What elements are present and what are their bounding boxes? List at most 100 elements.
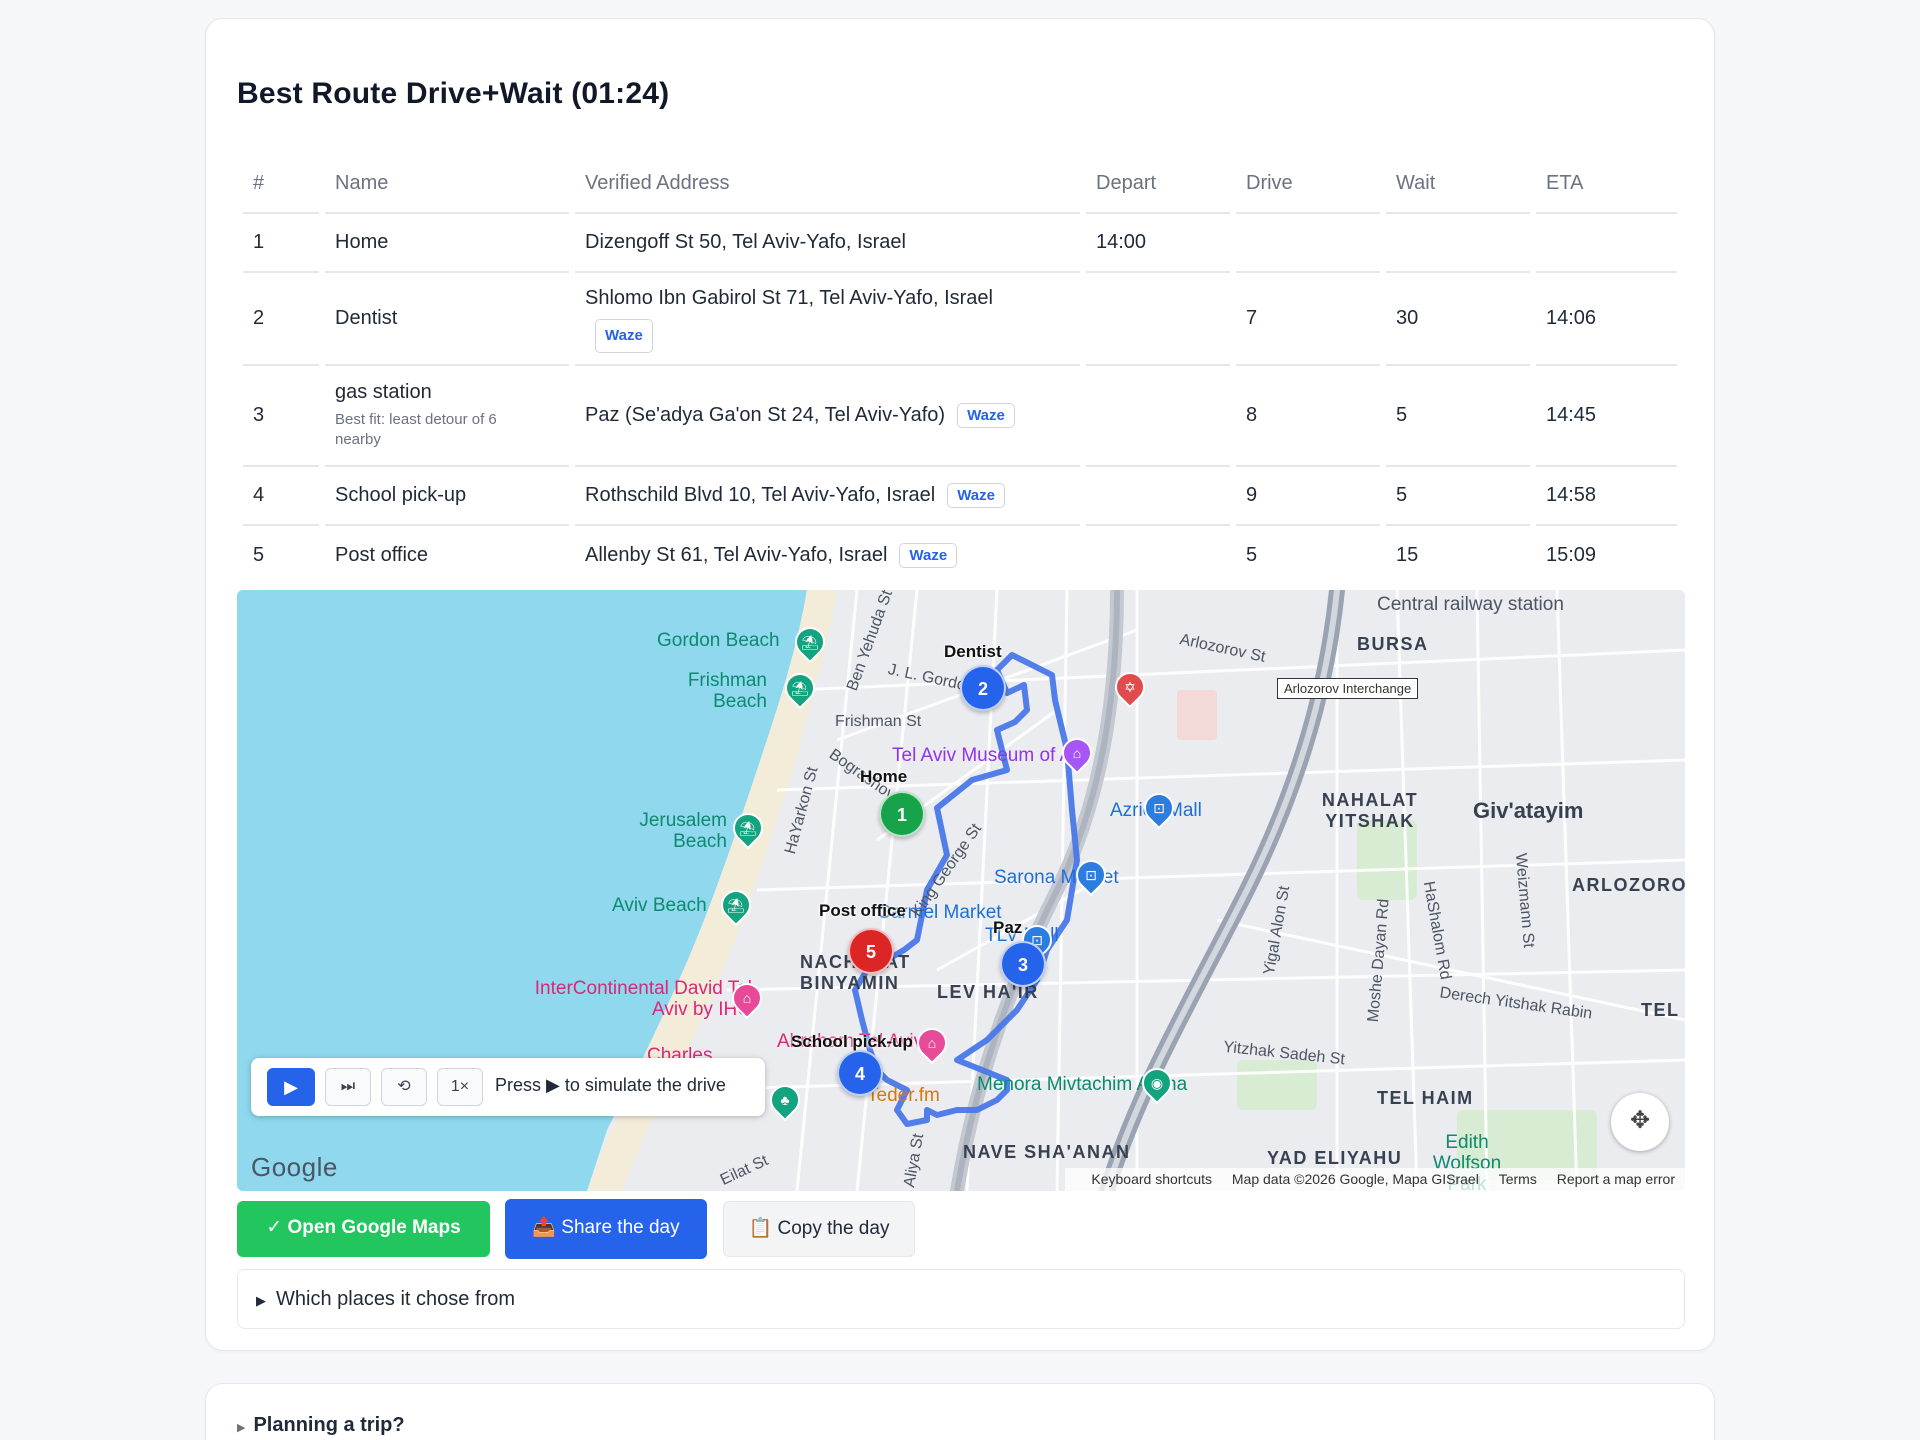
waze-link[interactable]: Waze [595, 318, 653, 353]
col-depart-header: Depart [1086, 154, 1230, 214]
stop-depart [1086, 526, 1230, 585]
stop-drive: 9 [1236, 467, 1380, 526]
skip-button[interactable]: ⏭ [325, 1068, 371, 1106]
stop-drive: 8 [1236, 366, 1380, 467]
stop-wait: 30 [1386, 273, 1530, 366]
stop-number: 1 [243, 214, 319, 273]
waze-link[interactable]: Waze [957, 403, 1015, 428]
terms-link[interactable]: Terms [1498, 1171, 1537, 1187]
stop-address-cell: Rothschild Blvd 10, Tel Aviv-Yafo, Israe… [575, 467, 1080, 526]
stop-marker-4[interactable]: 4 [837, 1050, 883, 1096]
stop-drive [1236, 214, 1380, 273]
stop-eta: 14:45 [1536, 366, 1677, 467]
stop-marker-2[interactable]: 2 [960, 665, 1006, 711]
google-logo: Google [251, 1152, 338, 1182]
stop-drive: 7 [1236, 273, 1380, 366]
map-label-tel: TEL [1641, 1000, 1680, 1020]
speed-button[interactable]: 1× [437, 1068, 483, 1106]
stop-name: Dentist [325, 273, 569, 366]
col-drive-header: Drive [1236, 154, 1380, 214]
map-label-menora: Menora Mivtachim Arena [977, 1074, 1188, 1095]
table-row: 3 gas station Best fit: least detour of … [243, 366, 1677, 467]
waze-link[interactable]: Waze [947, 483, 1005, 508]
report-error-link[interactable]: Report a map error [1556, 1171, 1675, 1187]
map-label-intercontinental: InterContinental David Tel Aviv by IHG [534, 978, 752, 1020]
map-label-nahalat: NAHALAT YITSHAK [1321, 790, 1419, 831]
planning-card: ▶ Planning a trip? [205, 1383, 1715, 1440]
stop-address: Dizengoff St 50, Tel Aviv-Yafo, Israel [575, 214, 1080, 273]
stop-name: gas station [335, 381, 432, 403]
waze-link[interactable]: Waze [899, 543, 958, 568]
stop-label-paz: Paz [993, 918, 1023, 937]
table-row: 4 School pick-up Rothschild Blvd 10, Tel… [243, 467, 1677, 526]
col-wait-header: Wait [1386, 154, 1530, 214]
stop-address: Paz (Se'adya Ga'on St 24, Tel Aviv-Yafo) [585, 403, 946, 426]
stop-address: Rothschild Blvd 10, Tel Aviv-Yafo, Israe… [585, 483, 936, 506]
sea [237, 590, 807, 1191]
col-eta-header: ETA [1536, 154, 1677, 214]
reset-button[interactable]: ⟲ [381, 1068, 427, 1106]
stop-address-cell: Allenby St 61, Tel Aviv-Yafo, Israel Waze [575, 526, 1080, 585]
recenter-icon[interactable]: ✥ [1611, 1093, 1669, 1151]
stop-label-post-office: Post office [819, 901, 906, 920]
route-map[interactable]: Gordon Beach Frishman Beach Jerusalem Be… [237, 590, 1685, 1191]
stop-depart [1086, 366, 1230, 467]
share-day-button[interactable]: 📤 Share the day [505, 1199, 707, 1259]
route-table: # Name Verified Address Depart Drive Wai… [237, 154, 1683, 585]
stop-wait: 5 [1386, 366, 1530, 467]
map-label-carmel: Carmel Market [877, 902, 1002, 923]
map-label-givatayim: Giv'atayim [1473, 798, 1584, 823]
copy-day-button[interactable]: 📋 Copy the day [723, 1201, 915, 1257]
stop-address-cell: Shlomo Ibn Gabirol St 71, Tel Aviv-Yafo,… [575, 273, 1080, 366]
table-row: 5 Post office Allenby St 61, Tel Aviv-Ya… [243, 526, 1677, 585]
map-label-bursa: BURSA [1357, 634, 1429, 654]
stop-eta: 14:06 [1536, 273, 1677, 366]
map-label-nave-shaanan: NAVE SHA'ANAN [963, 1142, 1131, 1162]
stop-eta: 15:09 [1546, 544, 1597, 566]
keyboard-shortcuts-link[interactable]: Keyboard shortcuts [1091, 1171, 1212, 1187]
stop-marker-3[interactable]: 3 [1000, 941, 1046, 987]
table-row: 1 Home Dizengoff St 50, Tel Aviv-Yafo, I… [243, 214, 1677, 273]
stop-number: 2 [243, 273, 319, 366]
stop-label-home: Home [860, 767, 908, 786]
stop-address: Allenby St 61, Tel Aviv-Yafo, Israel [585, 543, 888, 566]
stop-address: Shlomo Ibn Gabirol St 71, Tel Aviv-Yafo,… [585, 286, 993, 309]
map-label-yad-eliyahu: YAD ELIYAHU [1267, 1148, 1403, 1168]
play-button[interactable]: ▶ [267, 1068, 315, 1106]
planning-label: Planning a trip? [253, 1414, 405, 1436]
table-header-row: # Name Verified Address Depart Drive Wai… [243, 154, 1677, 214]
open-google-maps-button[interactable]: ✓ Open Google Maps [237, 1201, 490, 1257]
map-label-gordon-beach: Gordon Beach [657, 630, 780, 651]
stop-marker-1[interactable]: 1 [879, 791, 925, 837]
stop-wait: 5 [1386, 467, 1530, 526]
stop-label-dentist: Dentist [944, 642, 1002, 661]
stop-eta [1536, 214, 1677, 273]
planning-toggle[interactable]: ▶ Planning a trip? [237, 1414, 405, 1437]
stop-depart: 14:00 [1086, 214, 1230, 273]
col-name-header: Name [325, 154, 569, 214]
stop-note: Best fit: least detour of 6 nearby [335, 411, 497, 448]
route-card: Best Route Drive+Wait (01:24) # Name Ver… [205, 18, 1715, 1351]
stop-number: 4 [243, 467, 319, 526]
map-data-text: Map data ©2026 Google, Mapa GISrael [1231, 1171, 1479, 1187]
stop-wait: 15 [1396, 544, 1419, 566]
stop-name: Home [325, 214, 569, 273]
stop-label-school: School pick-up [791, 1032, 913, 1051]
col-address-header: Verified Address [575, 154, 1080, 214]
drive-simulator: ▶ ⏭ ⟲ 1× Press ▶ to simulate the drive [251, 1058, 765, 1116]
map-label-arlozorov: ARLOZOROV [1572, 875, 1685, 895]
stop-number: 5 [253, 544, 265, 566]
col-num-header: # [243, 154, 319, 214]
places-details-toggle[interactable]: ▶ Which places it chose from [237, 1269, 1685, 1329]
street-frishman: Frishman St [835, 713, 922, 730]
map-label-lev-hair: LEV HA'IR [937, 982, 1039, 1002]
stop-eta: 14:58 [1536, 467, 1677, 526]
map-label-railway: Central railway station [1377, 594, 1564, 615]
map-label-frishman-beach: Frishman Beach [687, 670, 767, 712]
map-attribution: Keyboard shortcuts Map data ©2026 Google… [1065, 1168, 1685, 1191]
stop-marker-5[interactable]: 5 [848, 928, 894, 974]
table-row: 2 Dentist Shlomo Ibn Gabirol St 71, Tel … [243, 273, 1677, 366]
stop-wait [1386, 214, 1530, 273]
map-label-teder: Teder.fm [867, 1085, 940, 1106]
map-label-museum: Tel Aviv Museum of Art [892, 745, 1084, 766]
